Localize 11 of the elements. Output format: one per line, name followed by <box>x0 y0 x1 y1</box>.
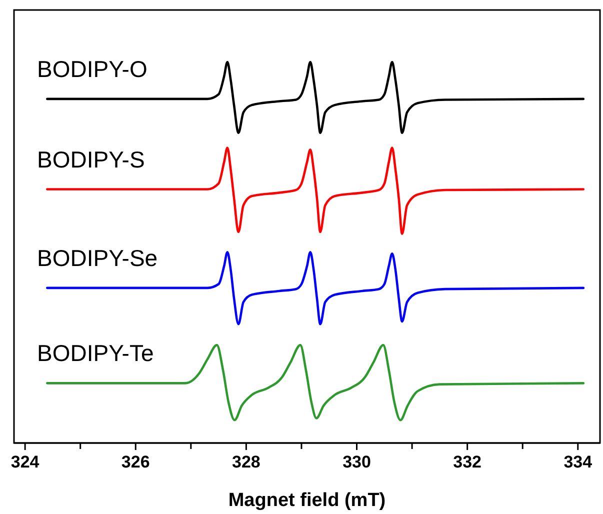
x-tick-label: 330 <box>342 452 371 472</box>
x-tick-label: 332 <box>453 452 482 472</box>
series-label: BODIPY-S <box>37 146 145 172</box>
x-tick-label: 334 <box>564 452 593 472</box>
x-tick-label: 326 <box>121 452 150 472</box>
series-label: BODIPY-Te <box>37 340 154 366</box>
series-label: BODIPY-Se <box>37 244 158 271</box>
x-tick-label: 324 <box>10 452 40 472</box>
series-label: BODIPY-O <box>37 56 148 82</box>
x-tick-label: 328 <box>232 452 260 472</box>
x-axis-title: Magnet field (mT) <box>228 490 386 511</box>
